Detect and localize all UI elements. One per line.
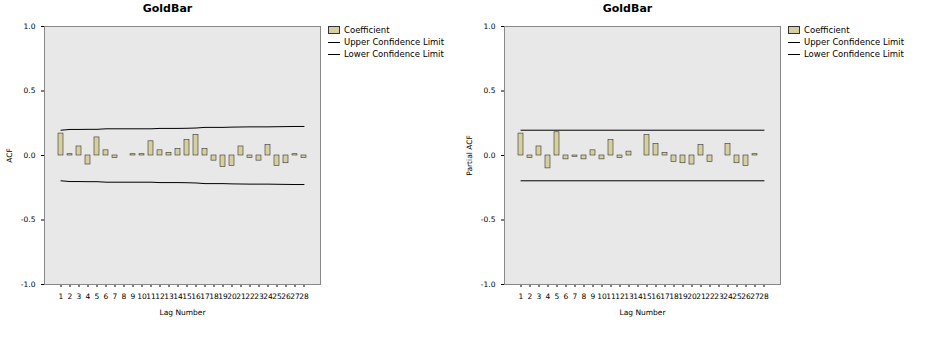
svg-text:6: 6	[564, 292, 569, 301]
html-text:Lower Confidence Limit: Lower Confidence Limit	[804, 49, 904, 59]
svg-text:ACF: ACF	[5, 148, 14, 163]
svg-text:28: 28	[759, 292, 769, 301]
html-text:10 11 12 13 14 15 16 17 18 19: 10 11 12 13 14 15 16 17 18 19 20 21 22 2…	[137, 291, 300, 301]
svg-text:1: 1	[59, 292, 64, 301]
svg-text:Partial ACF: Partial ACF	[465, 135, 474, 176]
svg-text:3: 3	[77, 292, 82, 301]
html-text:Upper Confidence Limit: Upper Confidence Limit	[344, 37, 444, 47]
svg-text:0.0: 0.0	[24, 151, 36, 160]
svg-text:4: 4	[86, 292, 91, 301]
svg-text:9: 9	[131, 292, 136, 301]
html-text:Lower Confidence Limit: Lower Confidence Limit	[344, 49, 444, 59]
html-text:10 11 12 13 14 15 16 17 18 19: 10 11 12 13 14 15 16 17 18 19 20 21 22 2…	[597, 291, 760, 301]
svg-text:1: 1	[519, 292, 524, 301]
html-text:Coefficient: Coefficient	[804, 25, 850, 35]
svg-text:2: 2	[68, 292, 73, 301]
html-text:GoldBar: GoldBar	[142, 2, 193, 15]
svg-text:0.5: 0.5	[484, 86, 496, 95]
svg-text:5: 5	[555, 292, 560, 301]
svg-text:9: 9	[591, 292, 596, 301]
svg-text:8: 8	[582, 292, 587, 301]
svg-text:1.0: 1.0	[24, 22, 36, 31]
svg-text:4: 4	[546, 292, 551, 301]
svg-text:2: 2	[528, 292, 533, 301]
svg-text:3: 3	[537, 292, 542, 301]
svg-text:0.5: 0.5	[24, 86, 36, 95]
svg-text:0.0: 0.0	[484, 151, 496, 160]
svg-text:6: 6	[104, 292, 109, 301]
svg-text:Lag Number: Lag Number	[619, 308, 666, 317]
svg-text:1.0: 1.0	[484, 22, 496, 31]
svg-text:7: 7	[573, 292, 578, 301]
svg-text:-0.5: -0.5	[21, 215, 36, 224]
svg-text:8: 8	[122, 292, 127, 301]
html-text:Coefficient: Coefficient	[344, 25, 390, 35]
svg-text:28: 28	[299, 292, 309, 301]
html-text:GoldBar: GoldBar	[602, 2, 653, 15]
svg-text:5: 5	[95, 292, 100, 301]
svg-text:Lag Number: Lag Number	[159, 308, 206, 317]
html-text:Upper Confidence Limit: Upper Confidence Limit	[804, 37, 904, 47]
svg-text:-1.0: -1.0	[21, 280, 36, 289]
svg-text:7: 7	[113, 292, 118, 301]
svg-text:-1.0: -1.0	[481, 280, 496, 289]
svg-text:-0.5: -0.5	[481, 215, 496, 224]
